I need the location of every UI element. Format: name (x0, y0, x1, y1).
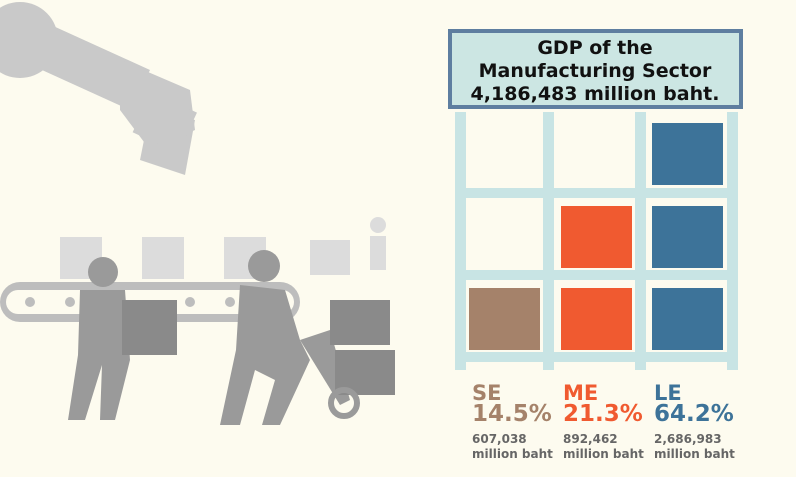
segment-unit: million baht (654, 447, 735, 461)
segment-code: ME (563, 381, 598, 405)
shelf-boxes (469, 123, 723, 350)
segment-share: 21.3% (563, 401, 643, 427)
shelf (455, 112, 738, 370)
segment-share: 14.5% (472, 401, 552, 427)
workers (68, 250, 395, 425)
segment-code: SE (472, 381, 501, 405)
segment-unit: million baht (563, 447, 644, 461)
segment-code: LE (654, 381, 682, 405)
title-box (448, 29, 743, 109)
segment-value: 2,686,983 (654, 432, 722, 446)
conveyor-boxes (60, 217, 386, 279)
segment-share: 64.2% (654, 401, 734, 427)
title-line: Manufacturing Sector (479, 60, 712, 82)
robot-arm (0, 2, 197, 175)
segment-unit: million baht (472, 447, 553, 461)
segment-value: 607,038 (472, 432, 527, 446)
title-line: GDP of the (537, 37, 652, 59)
title-line: 4,186,483 million baht. (471, 83, 720, 105)
segment-value: 892,462 (563, 432, 618, 446)
